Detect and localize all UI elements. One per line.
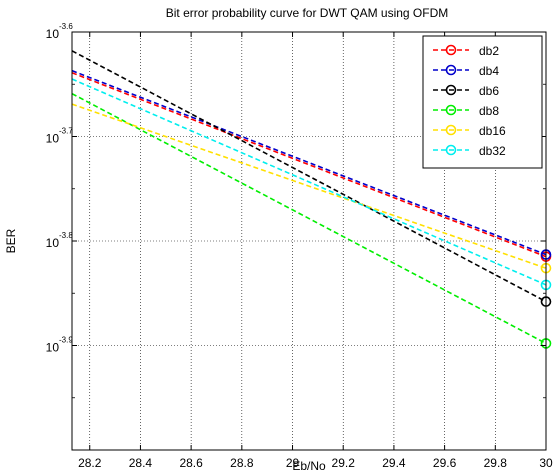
x-tick-label: 30	[539, 456, 553, 470]
y-tick-label: 10	[46, 27, 60, 41]
chart-title: Bit error probability curve for DWT QAM …	[166, 6, 449, 20]
legend-box	[422, 35, 543, 169]
legend-marker	[445, 44, 457, 56]
x-tick-label: 28.2	[78, 456, 102, 470]
legend-label: db32	[479, 144, 506, 158]
legend-item-db8: db8	[433, 104, 499, 118]
series-line-db8	[71, 92, 547, 345]
y-tick-exponent: -3.9	[59, 336, 73, 345]
legend-marker	[445, 84, 457, 96]
legend: db2 db4 db6 db8 db16 db32	[422, 35, 543, 169]
legend-marker	[445, 144, 457, 156]
y-axis-label: BER	[4, 228, 18, 253]
legend-label: db4	[479, 64, 499, 78]
x-tick-label: 28.6	[179, 456, 203, 470]
y-axis: 10-3.610-3.710-3.810-3.9	[46, 22, 546, 451]
legend-label: db16	[479, 124, 506, 138]
legend-item-db32: db32	[433, 144, 506, 158]
series-line-db32	[71, 78, 547, 286]
series-line-db4	[71, 69, 547, 256]
series-line-db2	[71, 72, 547, 258]
legend-marker	[445, 104, 457, 116]
x-tick-label: 29.8	[484, 456, 508, 470]
legend-item-db4: db4	[433, 64, 499, 78]
y-tick-exponent: -3.7	[59, 127, 73, 136]
y-tick-exponent: -3.8	[59, 231, 73, 240]
x-axis: 28.2 28.4 28.6 28.8 29 29.2 29.4 29.6 29.8 30	[78, 32, 553, 470]
series-line-db6	[71, 50, 547, 303]
legend-marker	[445, 64, 457, 76]
legend-item-db2: db2	[433, 44, 499, 58]
legend-marker	[445, 124, 457, 136]
legend-label: db2	[479, 44, 499, 58]
x-tick-label: 28.4	[129, 456, 153, 470]
x-tick-label: 29.6	[433, 456, 457, 470]
legend-item-db16: db16	[433, 124, 506, 138]
x-tick-label: 29.4	[382, 456, 406, 470]
y-tick-label: 10	[46, 132, 60, 146]
legend-item-db6: db6	[433, 84, 499, 98]
y-tick-label: 10	[46, 341, 60, 355]
y-tick-exponent: -3.6	[59, 22, 73, 31]
x-tick-label: 29	[286, 456, 300, 470]
x-tick-label: 29.2	[332, 456, 356, 470]
y-tick-label: 10	[46, 236, 60, 250]
legend-label: db8	[479, 104, 499, 118]
legend-label: db6	[479, 84, 499, 98]
series-line-db16	[71, 103, 547, 269]
x-axis-label: Eb/No	[292, 459, 326, 473]
x-tick-label: 28.8	[230, 456, 254, 470]
